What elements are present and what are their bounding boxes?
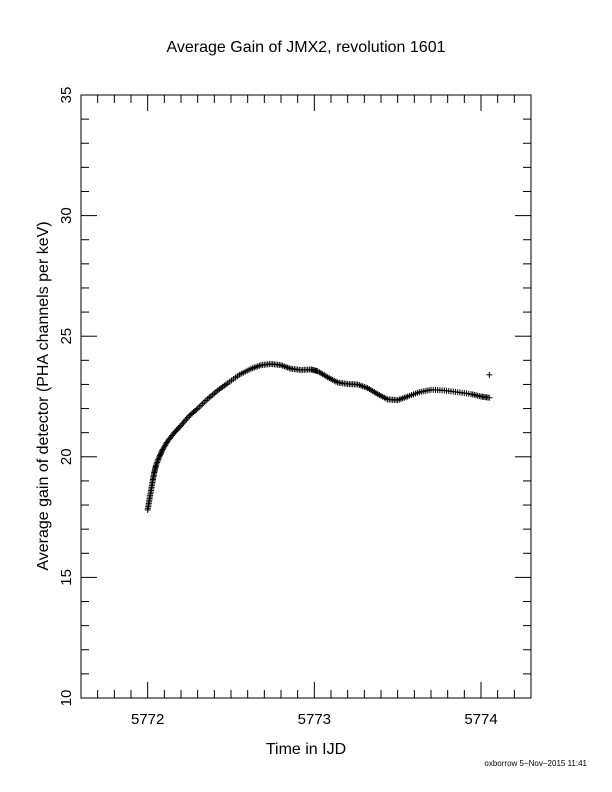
y-tick-label: 30	[58, 207, 75, 224]
y-tick-label: 35	[58, 87, 75, 104]
data-point	[154, 458, 161, 465]
data-point	[193, 406, 200, 413]
data-point	[154, 459, 161, 466]
y-axis-label: Average gain of detector (PHA channels p…	[35, 221, 52, 570]
chart-title: Average Gain of JMX2, revolution 1601	[167, 39, 446, 56]
x-axis-ticks	[80, 95, 532, 698]
data-point	[155, 456, 162, 463]
y-tick-label: 20	[58, 448, 75, 465]
y-axis-tick-labels: 10 15 20 25 30 35	[58, 87, 75, 707]
y-tick-label: 10	[58, 690, 75, 707]
x-tick-label: 5774	[464, 711, 497, 728]
y-axis-ticks	[81, 94, 531, 699]
data-point	[486, 394, 493, 401]
data-point	[153, 462, 159, 469]
x-axis-label: Time in IJD	[266, 741, 346, 758]
x-tick-label: 5773	[298, 711, 331, 728]
plot-frame	[80, 94, 532, 699]
data-point	[155, 455, 162, 462]
data-points	[144, 360, 493, 513]
footer-credit: oxborrow 5−Nov−2015 11:41	[484, 759, 587, 768]
y-tick-label: 15	[58, 569, 75, 586]
data-point	[153, 460, 160, 467]
data-point	[159, 447, 166, 454]
x-axis-tick-labels: 5772 5773 5774	[131, 711, 498, 728]
y-tick-label: 25	[58, 328, 75, 345]
outlier-point	[486, 371, 493, 378]
x-tick-label: 5772	[131, 711, 164, 728]
